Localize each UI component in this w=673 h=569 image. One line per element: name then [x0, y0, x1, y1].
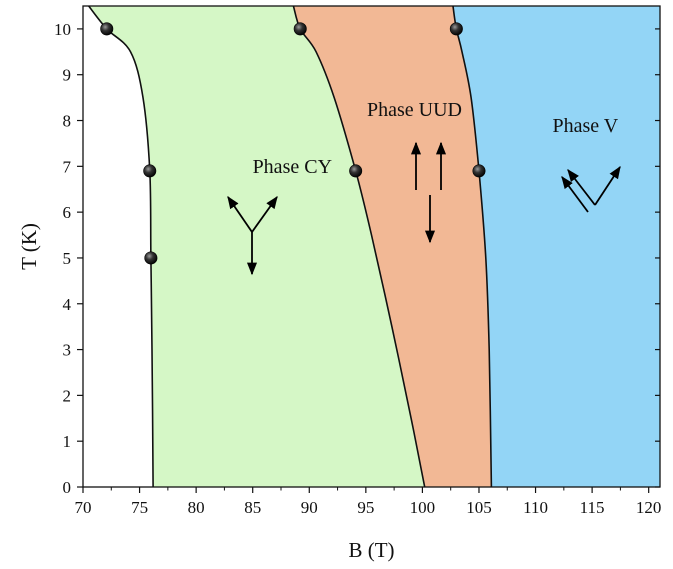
phase-regions	[88, 6, 660, 487]
x-tick-label: 115	[580, 498, 605, 517]
spin-arrow-icons	[227, 141, 621, 276]
y-axis: 0 1 2 3 4 5 6 7 8 9 10	[54, 20, 660, 497]
y-tick-label: 4	[63, 295, 72, 314]
y-tick-label: 9	[63, 66, 72, 85]
data-point	[472, 164, 486, 178]
y-tick-label: 6	[63, 203, 72, 222]
data-markers	[100, 22, 486, 265]
data-point	[143, 164, 157, 178]
x-tick-label: 95	[357, 498, 374, 517]
y-tick-label: 3	[63, 341, 72, 360]
phase-cy-spin-icon	[227, 195, 278, 276]
phase-v-spin-icon	[561, 165, 621, 213]
phase-label-3: Phase V	[552, 115, 618, 137]
data-point	[100, 22, 114, 36]
y-tick-label: 7	[63, 157, 72, 176]
data-point	[293, 22, 307, 36]
y-tick-label: 1	[63, 432, 72, 451]
x-tick-label: 105	[466, 498, 492, 517]
x-tick-label: 90	[301, 498, 318, 517]
y-tick-label: 2	[63, 386, 72, 405]
x-tick-label: 120	[636, 498, 662, 517]
y-tick-label: 8	[63, 112, 72, 131]
x-tick-label: 70	[75, 498, 92, 517]
x-tick-label: 75	[131, 498, 148, 517]
data-point	[449, 22, 463, 36]
spin-arrow	[251, 195, 278, 233]
spin-arrow	[567, 169, 596, 206]
y-tick-label: 10	[54, 20, 71, 39]
spin-arrow	[561, 175, 589, 213]
phase-label-2: Phase UUD	[367, 99, 462, 121]
plot-frame	[82, 5, 661, 488]
y-axis-title: T (K)	[17, 223, 41, 270]
phase-boundary-line-2	[292, 6, 426, 487]
phase-v-region	[453, 6, 660, 487]
data-point	[349, 164, 363, 178]
phase-uud-region	[293, 6, 492, 487]
data-point	[144, 251, 158, 265]
x-tick-label: 80	[188, 498, 205, 517]
phase-labels: Phase CY Phase UUD Phase V	[253, 99, 619, 178]
x-axis: 70 75 80 85 90 95 100 105 110 115 120	[75, 487, 662, 517]
spin-arrow	[227, 195, 253, 233]
x-tick-label: 100	[410, 498, 436, 517]
phase-label-1: Phase CY	[253, 156, 332, 178]
x-tick-label: 110	[523, 498, 548, 517]
phase-cy-region	[88, 6, 425, 487]
spin-arrow	[594, 165, 621, 206]
y-tick-label: 5	[63, 249, 72, 268]
x-tick-label: 85	[244, 498, 261, 517]
x-axis-title: B (T)	[348, 538, 394, 562]
phase-uud-spin-icon	[410, 141, 447, 244]
y-tick-label: 0	[63, 478, 72, 497]
